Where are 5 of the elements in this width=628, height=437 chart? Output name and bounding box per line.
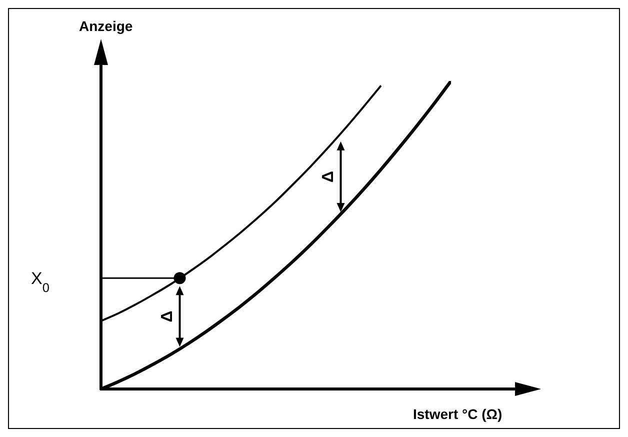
text: X$_{0}$ [31,269,50,295]
x-axis-title: Istwert °C (Ω) [413,406,502,422]
annotation: Δ [159,310,176,322]
y-axis-title: Anzeige [79,18,133,34]
annotation: Δ [320,170,338,182]
